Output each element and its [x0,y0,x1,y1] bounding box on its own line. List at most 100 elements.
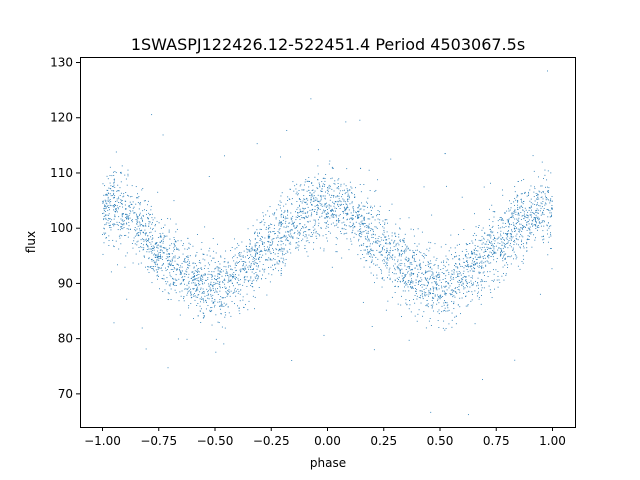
data-point [406,266,408,268]
data-point [368,251,370,253]
data-point [501,218,503,219]
data-point [423,311,425,313]
data-point [146,210,147,211]
data-point [341,194,343,195]
data-point [429,267,431,269]
data-point [470,266,471,268]
data-point [192,288,194,290]
data-point [124,266,126,268]
data-point [169,274,171,276]
data-point [482,256,484,258]
data-point [407,280,409,282]
data-point [140,217,142,219]
data-point [515,255,517,257]
data-point [383,230,385,231]
data-point [209,287,211,289]
data-point [487,255,489,257]
data-point [417,268,419,270]
data-point [262,274,263,276]
data-point [319,200,321,202]
data-point [254,255,256,257]
data-point [327,224,329,225]
data-point [538,222,540,224]
data-point [324,185,325,187]
data-point [326,237,328,239]
data-point [541,161,543,163]
data-point [265,259,266,261]
data-point [246,254,248,256]
data-point [110,201,112,202]
data-point [241,241,243,243]
data-point [308,177,310,178]
data-point [234,287,236,289]
data-point [139,202,141,204]
data-point [108,218,110,220]
data-point [332,167,334,169]
data-point [246,276,248,278]
data-point [528,223,530,225]
data-point [445,328,447,330]
data-point [207,297,209,299]
data-point [305,198,307,200]
data-point [160,254,161,256]
data-point [223,279,225,281]
data-point [154,261,156,263]
data-point [202,298,204,299]
data-point [309,192,311,194]
data-point [438,327,440,328]
data-point [364,223,366,224]
data-point [208,294,209,296]
data-point [341,203,342,205]
data-point [416,276,418,278]
data-point [113,179,115,181]
data-point [526,243,528,245]
data-point [451,312,453,314]
data-point [255,272,257,273]
data-point [325,205,327,207]
data-point [318,234,320,235]
data-point [104,185,106,187]
data-point [173,250,175,252]
data-point [240,289,242,291]
data-point [536,226,538,228]
data-point [320,190,322,192]
data-point [550,248,552,249]
data-point [172,257,174,259]
data-point [190,297,192,299]
data-point [369,255,370,257]
data-point [256,263,258,265]
data-point [512,217,514,219]
data-point [305,202,306,204]
data-point [353,208,354,210]
data-point [266,259,268,261]
data-point [346,206,348,208]
data-point [430,304,432,306]
data-point [279,228,281,230]
x-tick-label: 0.25 [370,434,397,448]
data-point [156,275,158,277]
data-point [202,274,204,276]
data-point [292,181,294,183]
data-point [361,220,363,222]
data-point [280,250,282,252]
data-point [228,280,230,282]
data-point [163,247,165,248]
data-point [155,257,157,258]
data-point [160,236,162,238]
data-point [171,243,173,245]
data-point [246,293,248,295]
data-point [471,293,473,295]
data-point [312,226,314,228]
data-point [429,291,431,293]
data-point [217,266,219,268]
data-point [217,273,219,275]
data-point [371,261,373,262]
data-point [334,183,336,185]
data-point [213,281,215,283]
data-point [459,272,461,274]
data-point [174,268,176,270]
data-point [223,305,225,307]
data-point [204,282,205,284]
data-point [115,151,117,153]
data-point [195,290,197,292]
